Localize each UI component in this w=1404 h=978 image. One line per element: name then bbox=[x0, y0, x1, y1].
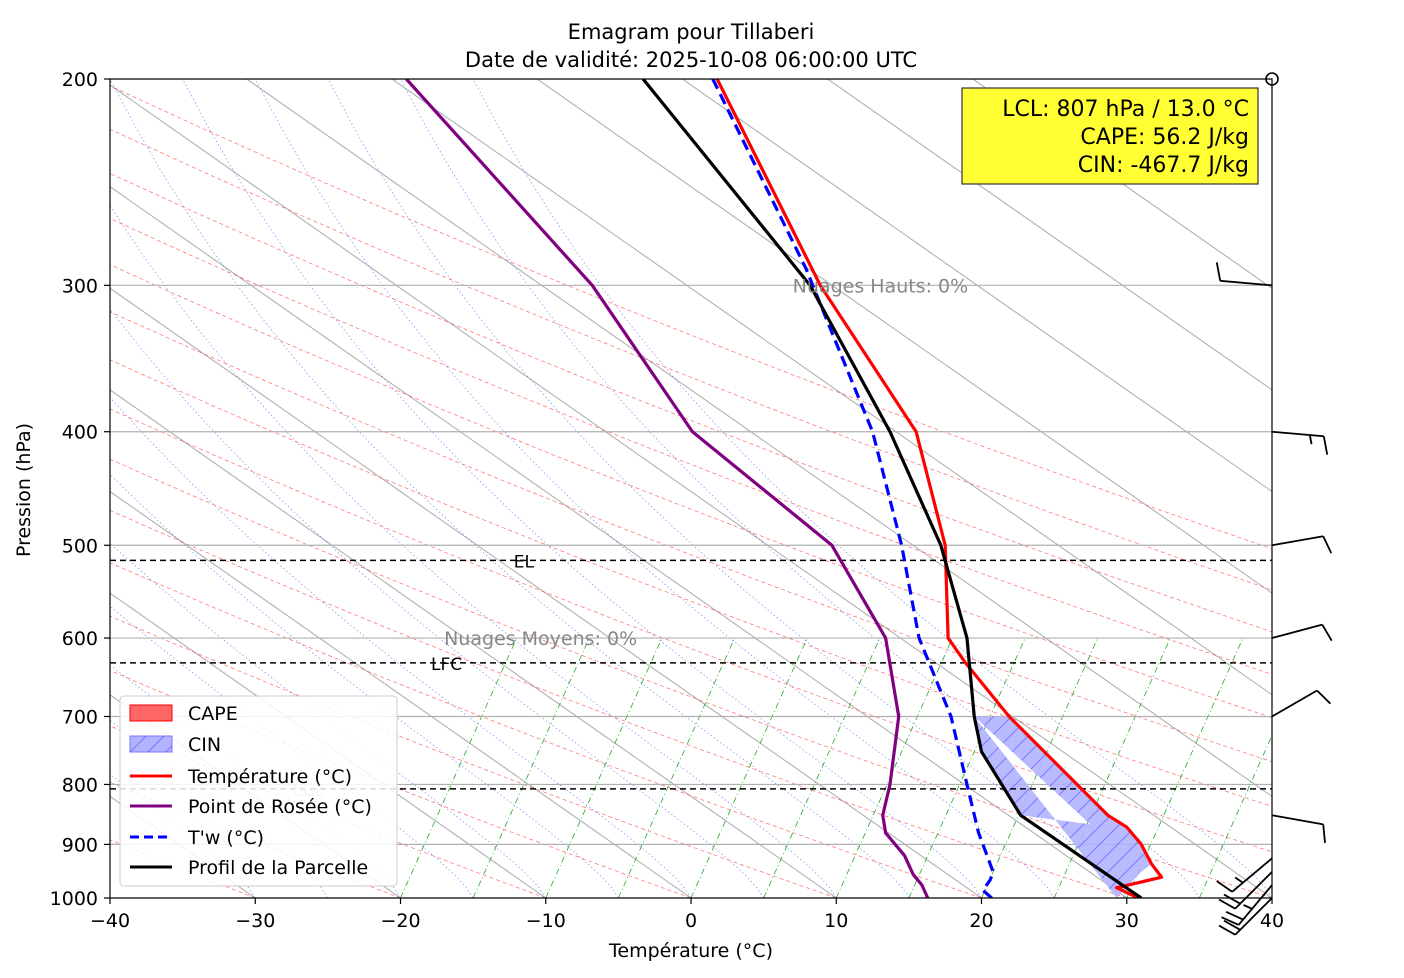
dry-adiabat bbox=[110, 458, 1272, 898]
cin-hatch bbox=[974, 716, 1152, 898]
wind-barb bbox=[1271, 535, 1333, 554]
y-tick-label: 500 bbox=[62, 535, 98, 557]
mixing-ratio-line bbox=[618, 637, 735, 898]
legend-label-cape: CAPE bbox=[188, 703, 238, 725]
y-tick-label: 800 bbox=[62, 774, 98, 796]
background-reference-lines bbox=[110, 79, 1404, 898]
skewed-isotherm bbox=[390, 79, 1272, 696]
wind-barb bbox=[1215, 262, 1273, 287]
y-tick-label: 300 bbox=[62, 275, 98, 297]
series-line-0 bbox=[715, 79, 1164, 898]
dry-adiabat bbox=[110, 264, 1272, 719]
annotations: Nuages Hauts: 0% Nuages Moyens: 0% bbox=[444, 275, 968, 650]
skewed-isotherm bbox=[110, 84, 1272, 898]
skewed-isotherm bbox=[245, 79, 1272, 797]
dry-adiabat bbox=[110, 85, 1272, 550]
mixing-ratio-line bbox=[1199, 734, 1272, 898]
x-tick-label: 0 bbox=[685, 910, 697, 932]
dry-adiabat bbox=[110, 509, 1127, 898]
x-tick-label: 10 bbox=[824, 910, 848, 932]
dry-adiabat bbox=[110, 218, 1272, 675]
skewed-isotherm bbox=[110, 490, 692, 898]
mixing-ratio-line bbox=[981, 637, 1099, 898]
wind-barb-calm bbox=[1265, 72, 1279, 86]
legend-label-temperature: Température (°C) bbox=[187, 766, 352, 788]
wind-barbs bbox=[1215, 72, 1333, 936]
dry-adiabat bbox=[110, 173, 1272, 633]
mixing-ratio-line bbox=[908, 637, 1026, 898]
y-tick-label: 700 bbox=[62, 706, 98, 728]
mixing-ratio-line bbox=[1345, 638, 1404, 898]
wind-barb bbox=[1218, 897, 1273, 936]
info-box-background bbox=[961, 87, 1259, 185]
y-axis-ticks: 1000 900 800 700 600 500 400 300 200 bbox=[50, 69, 110, 910]
skewed-isotherm bbox=[110, 287, 982, 898]
wind-barb bbox=[1271, 814, 1326, 844]
mixing-ratio-line bbox=[1271, 897, 1272, 898]
legend-label-parcel: Profil de la Parcelle bbox=[188, 857, 368, 879]
x-axis-label: Température (°C) bbox=[608, 940, 773, 962]
mixing-ratio-line bbox=[400, 637, 518, 898]
legend-swatch-cin-hatch bbox=[130, 736, 172, 752]
mixing-ratio-line bbox=[763, 637, 881, 898]
skewed-isotherm bbox=[826, 79, 1272, 391]
skewed-isotherm bbox=[681, 79, 1272, 493]
y-tick-label: 200 bbox=[62, 69, 98, 91]
cloud-annotation-1: Nuages Moyens: 0% bbox=[444, 628, 637, 650]
x-tick-label: 20 bbox=[969, 910, 993, 932]
legend: CAPE CIN Température (°C) Point de Rosée… bbox=[119, 695, 398, 887]
wind-barb bbox=[1216, 857, 1273, 893]
legend-swatch-cape bbox=[129, 704, 173, 722]
wind-barb bbox=[1271, 689, 1331, 718]
chart-subtitle: Date de validité: 2025-10-08 06:00:00 UT… bbox=[465, 48, 917, 72]
y-tick-label: 400 bbox=[62, 422, 98, 444]
wind-barb bbox=[1271, 623, 1333, 642]
legend-label-wetbulb: T'w (°C) bbox=[187, 827, 264, 849]
info-box: LCL: 807 hPa / 13.0 °C CAPE: 56.2 J/kg C… bbox=[961, 87, 1259, 185]
mixing-ratio-line bbox=[472, 637, 590, 898]
x-tick-label: −10 bbox=[526, 910, 566, 932]
dry-adiabat bbox=[110, 359, 1272, 807]
x-tick-label: 30 bbox=[1115, 910, 1139, 932]
legend-label-dewpoint: Point de Rosée (°C) bbox=[188, 796, 372, 818]
y-tick-label: 900 bbox=[62, 834, 98, 856]
info-cin: CIN: -467.7 J/kg bbox=[1078, 153, 1249, 178]
x-tick-label: 40 bbox=[1260, 910, 1284, 932]
series-line-3 bbox=[641, 79, 1143, 898]
series-line-1 bbox=[405, 79, 930, 898]
dry-adiabat bbox=[110, 408, 1272, 853]
mixing-ratio-line bbox=[690, 637, 808, 898]
x-tick-label: −30 bbox=[235, 910, 275, 932]
chart-title: Emagram pour Tillaberi bbox=[568, 20, 815, 44]
level-label-el: EL bbox=[514, 552, 535, 572]
y-axis-label: Pression (hPa) bbox=[13, 423, 35, 557]
info-cape: CAPE: 56.2 J/kg bbox=[1080, 125, 1249, 150]
info-lcl: LCL: 807 hPa / 13.0 °C bbox=[1002, 97, 1249, 122]
y-tick-label: 1000 bbox=[50, 888, 98, 910]
x-tick-label: −40 bbox=[90, 910, 130, 932]
dry-adiabat bbox=[110, 562, 982, 898]
skewed-isotherm bbox=[110, 389, 837, 898]
wind-barb bbox=[1218, 871, 1273, 910]
mixing-ratio-line bbox=[1053, 637, 1171, 898]
x-axis-ticks: −40 −30 −20 −10 0 10 20 30 40 bbox=[90, 898, 1284, 932]
skewed-isotherm bbox=[536, 79, 1272, 594]
wind-barb bbox=[1271, 430, 1329, 455]
mixing-ratio-line bbox=[545, 637, 663, 898]
series-line-2 bbox=[711, 79, 995, 898]
cin-region bbox=[974, 716, 1152, 898]
x-tick-label: −20 bbox=[380, 910, 420, 932]
legend-label-cin: CIN bbox=[188, 734, 221, 756]
plot-area: ELLFCLCL Nuages Hauts: 0%Nuages Moyens: … bbox=[110, 79, 1404, 898]
y-tick-label: 600 bbox=[62, 628, 98, 650]
profile-series bbox=[405, 79, 1164, 898]
mixing-ratio-line bbox=[835, 637, 953, 898]
legend-frame bbox=[119, 695, 398, 887]
level-label-lfc: LFC bbox=[431, 655, 462, 675]
cloud-annotation-0: Nuages Hauts: 0% bbox=[793, 275, 969, 297]
wind-barb bbox=[1221, 884, 1273, 926]
dry-adiabat bbox=[110, 615, 837, 898]
mixing-ratio-line bbox=[1126, 637, 1244, 898]
